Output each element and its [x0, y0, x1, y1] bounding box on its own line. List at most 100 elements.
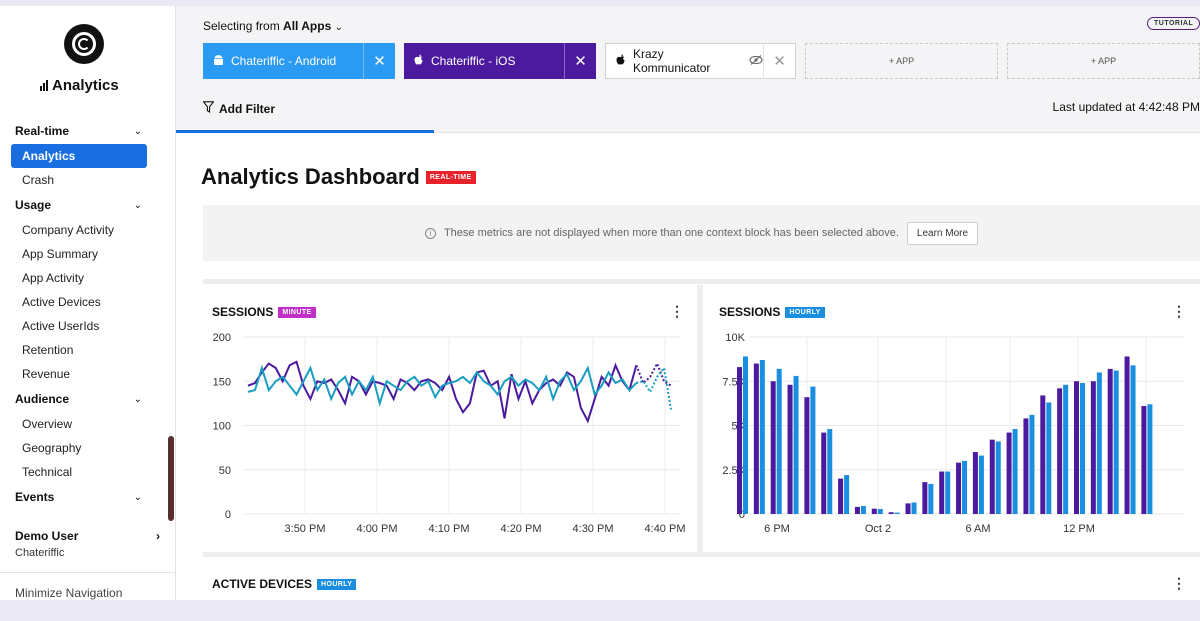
bar [1012, 429, 1018, 514]
window-bottom [0, 600, 1200, 621]
series-line [247, 360, 638, 424]
sidebar-item-revenue[interactable]: Revenue [22, 367, 71, 381]
bar [871, 508, 877, 514]
brand: Analytics [40, 77, 119, 94]
bar [894, 512, 900, 514]
nav-section-label: Events [15, 490, 55, 504]
y-tick-label: 7.5K [722, 376, 745, 388]
close-icon[interactable]: ✕ [564, 43, 596, 79]
more-options-icon[interactable]: ⋮ [1172, 575, 1186, 591]
sidebar-item-active-userids[interactable]: Active UserIds [22, 319, 100, 333]
bar [995, 441, 1001, 514]
bar-chart-icon [40, 80, 48, 91]
sidebar-item-company-activity[interactable]: Company Activity [22, 223, 115, 237]
dashboard-main: Analytics Dashboard REAL-TIME i These me… [176, 133, 1200, 615]
bar [956, 462, 962, 514]
page-title: Analytics Dashboard REAL-TIME [201, 164, 476, 190]
sessions-minute-chart: 200 150 100 50 0 3:50 PM 4:00 PM 4:10 PM 4:20 PM… [213, 332, 686, 535]
bar [1090, 381, 1096, 514]
sidebar-item-crash[interactable]: Crash [22, 173, 55, 187]
sidebar-item-active-devices[interactable]: Active Devices [22, 295, 101, 309]
y-tick-label: 200 [213, 332, 231, 344]
bar [1063, 384, 1069, 514]
y-tick-label: 0 [225, 509, 231, 521]
nav-section-usage[interactable]: Usage ⌄ [0, 192, 168, 218]
bar [888, 512, 894, 514]
bar [743, 356, 748, 514]
app-chip-android[interactable]: Chateriffic - Android ✕ [203, 43, 395, 79]
bar [1046, 402, 1052, 514]
active-devices-title: ACTIVE DEVICES HOURLY [212, 577, 357, 591]
close-icon[interactable]: ✕ [363, 43, 395, 79]
x-tick-label: 6 PM [764, 523, 790, 535]
more-options-icon[interactable]: ⋮ [1172, 303, 1186, 319]
sidebar-item-app-summary[interactable]: App Summary [22, 247, 99, 261]
sidebar-item-analytics[interactable]: Analytics [11, 144, 147, 168]
nav-section-audience[interactable]: Audience ⌄ [0, 386, 168, 412]
minimize-navigation-button[interactable]: Minimize Navigation [0, 572, 176, 615]
app-selector[interactable]: Selecting from All Apps ⌄ [203, 19, 343, 33]
sidebar-item-overview[interactable]: Overview [22, 417, 73, 431]
chevron-down-icon: ⌄ [133, 199, 142, 211]
bar [810, 386, 816, 514]
x-tick-label: 4:00 PM [357, 523, 398, 535]
user-menu[interactable]: Demo User › Chateriffic [15, 529, 160, 559]
learn-more-button[interactable]: Learn More [906, 221, 979, 245]
bar [1124, 356, 1130, 514]
sidebar-item-retention[interactable]: Retention [22, 343, 74, 357]
context-header: Selecting from All Apps ⌄ TUTORIAL Chate… [176, 6, 1200, 132]
bar [928, 483, 934, 514]
bar [838, 478, 844, 514]
tutorial-button[interactable]: TUTORIAL [1147, 17, 1200, 30]
sidebar-item-app-activity[interactable]: App Activity [22, 271, 85, 285]
nav-section-real-time[interactable]: Real-time ⌄ [0, 118, 168, 144]
sidebar-nav: Real-time ⌄ Analytics Crash Usage ⌄ Company Ac… [0, 118, 168, 510]
section-divider [203, 279, 1200, 284]
more-options-icon[interactable]: ⋮ [670, 303, 684, 319]
selector-value: All Apps [283, 19, 332, 33]
bar [737, 367, 742, 514]
sessions-minute-title: SESSIONS MINUTE [212, 305, 316, 319]
sidebar-item-technical[interactable]: Technical [22, 465, 73, 479]
selector-prefix: Selecting from [203, 19, 280, 33]
y-tick-label: 0 [739, 509, 745, 521]
add-app-button[interactable]: + APP [1007, 43, 1200, 79]
x-tick-label: Oct 2 [865, 523, 891, 535]
app-chip-krazy[interactable]: Krazy Kommunicator ✕ [605, 43, 796, 79]
android-icon [213, 54, 224, 69]
bar [844, 475, 850, 514]
page-title-text: Analytics Dashboard [201, 164, 420, 189]
bar [1130, 365, 1136, 514]
y-tick-label: 2.5K [722, 465, 745, 477]
bar [1029, 414, 1035, 514]
close-icon[interactable]: ✕ [763, 43, 795, 79]
bar [1080, 383, 1085, 514]
app-chip-label: Krazy Kommunicator [633, 47, 711, 75]
hourly-badge: HOURLY [785, 306, 825, 318]
x-tick-label: 4:30 PM [573, 523, 614, 535]
add-app-button[interactable]: + APP [805, 43, 998, 79]
bar [1096, 372, 1102, 514]
app-logo-icon[interactable] [64, 24, 104, 64]
section-divider [203, 552, 1200, 557]
app-chip-ios[interactable]: Chateriffic - iOS ✕ [404, 43, 596, 79]
bar [1113, 370, 1119, 514]
series-line [247, 364, 638, 407]
bar [1074, 381, 1079, 514]
bar [922, 482, 928, 514]
y-tick-label: 10K [725, 332, 745, 344]
bar [945, 471, 951, 514]
realtime-badge: REAL-TIME [425, 170, 476, 184]
notice-text: These metrics are not displayed when mor… [443, 227, 899, 239]
add-filter-button[interactable]: Add Filter [202, 101, 275, 116]
sidebar-scrollbar[interactable] [168, 436, 174, 521]
nav-section-label: Real-time [15, 124, 70, 138]
x-tick-label: 12 PM [1063, 523, 1095, 535]
eye-slash-icon[interactable] [749, 54, 763, 68]
chart-title: ACTIVE DEVICES [212, 577, 313, 591]
bar [877, 509, 883, 514]
nav-section-events[interactable]: Events ⌄ [0, 484, 168, 510]
sidebar-item-geography[interactable]: Geography [22, 441, 82, 455]
apple-icon [414, 54, 424, 69]
hourly-badge: HOURLY [317, 578, 357, 590]
